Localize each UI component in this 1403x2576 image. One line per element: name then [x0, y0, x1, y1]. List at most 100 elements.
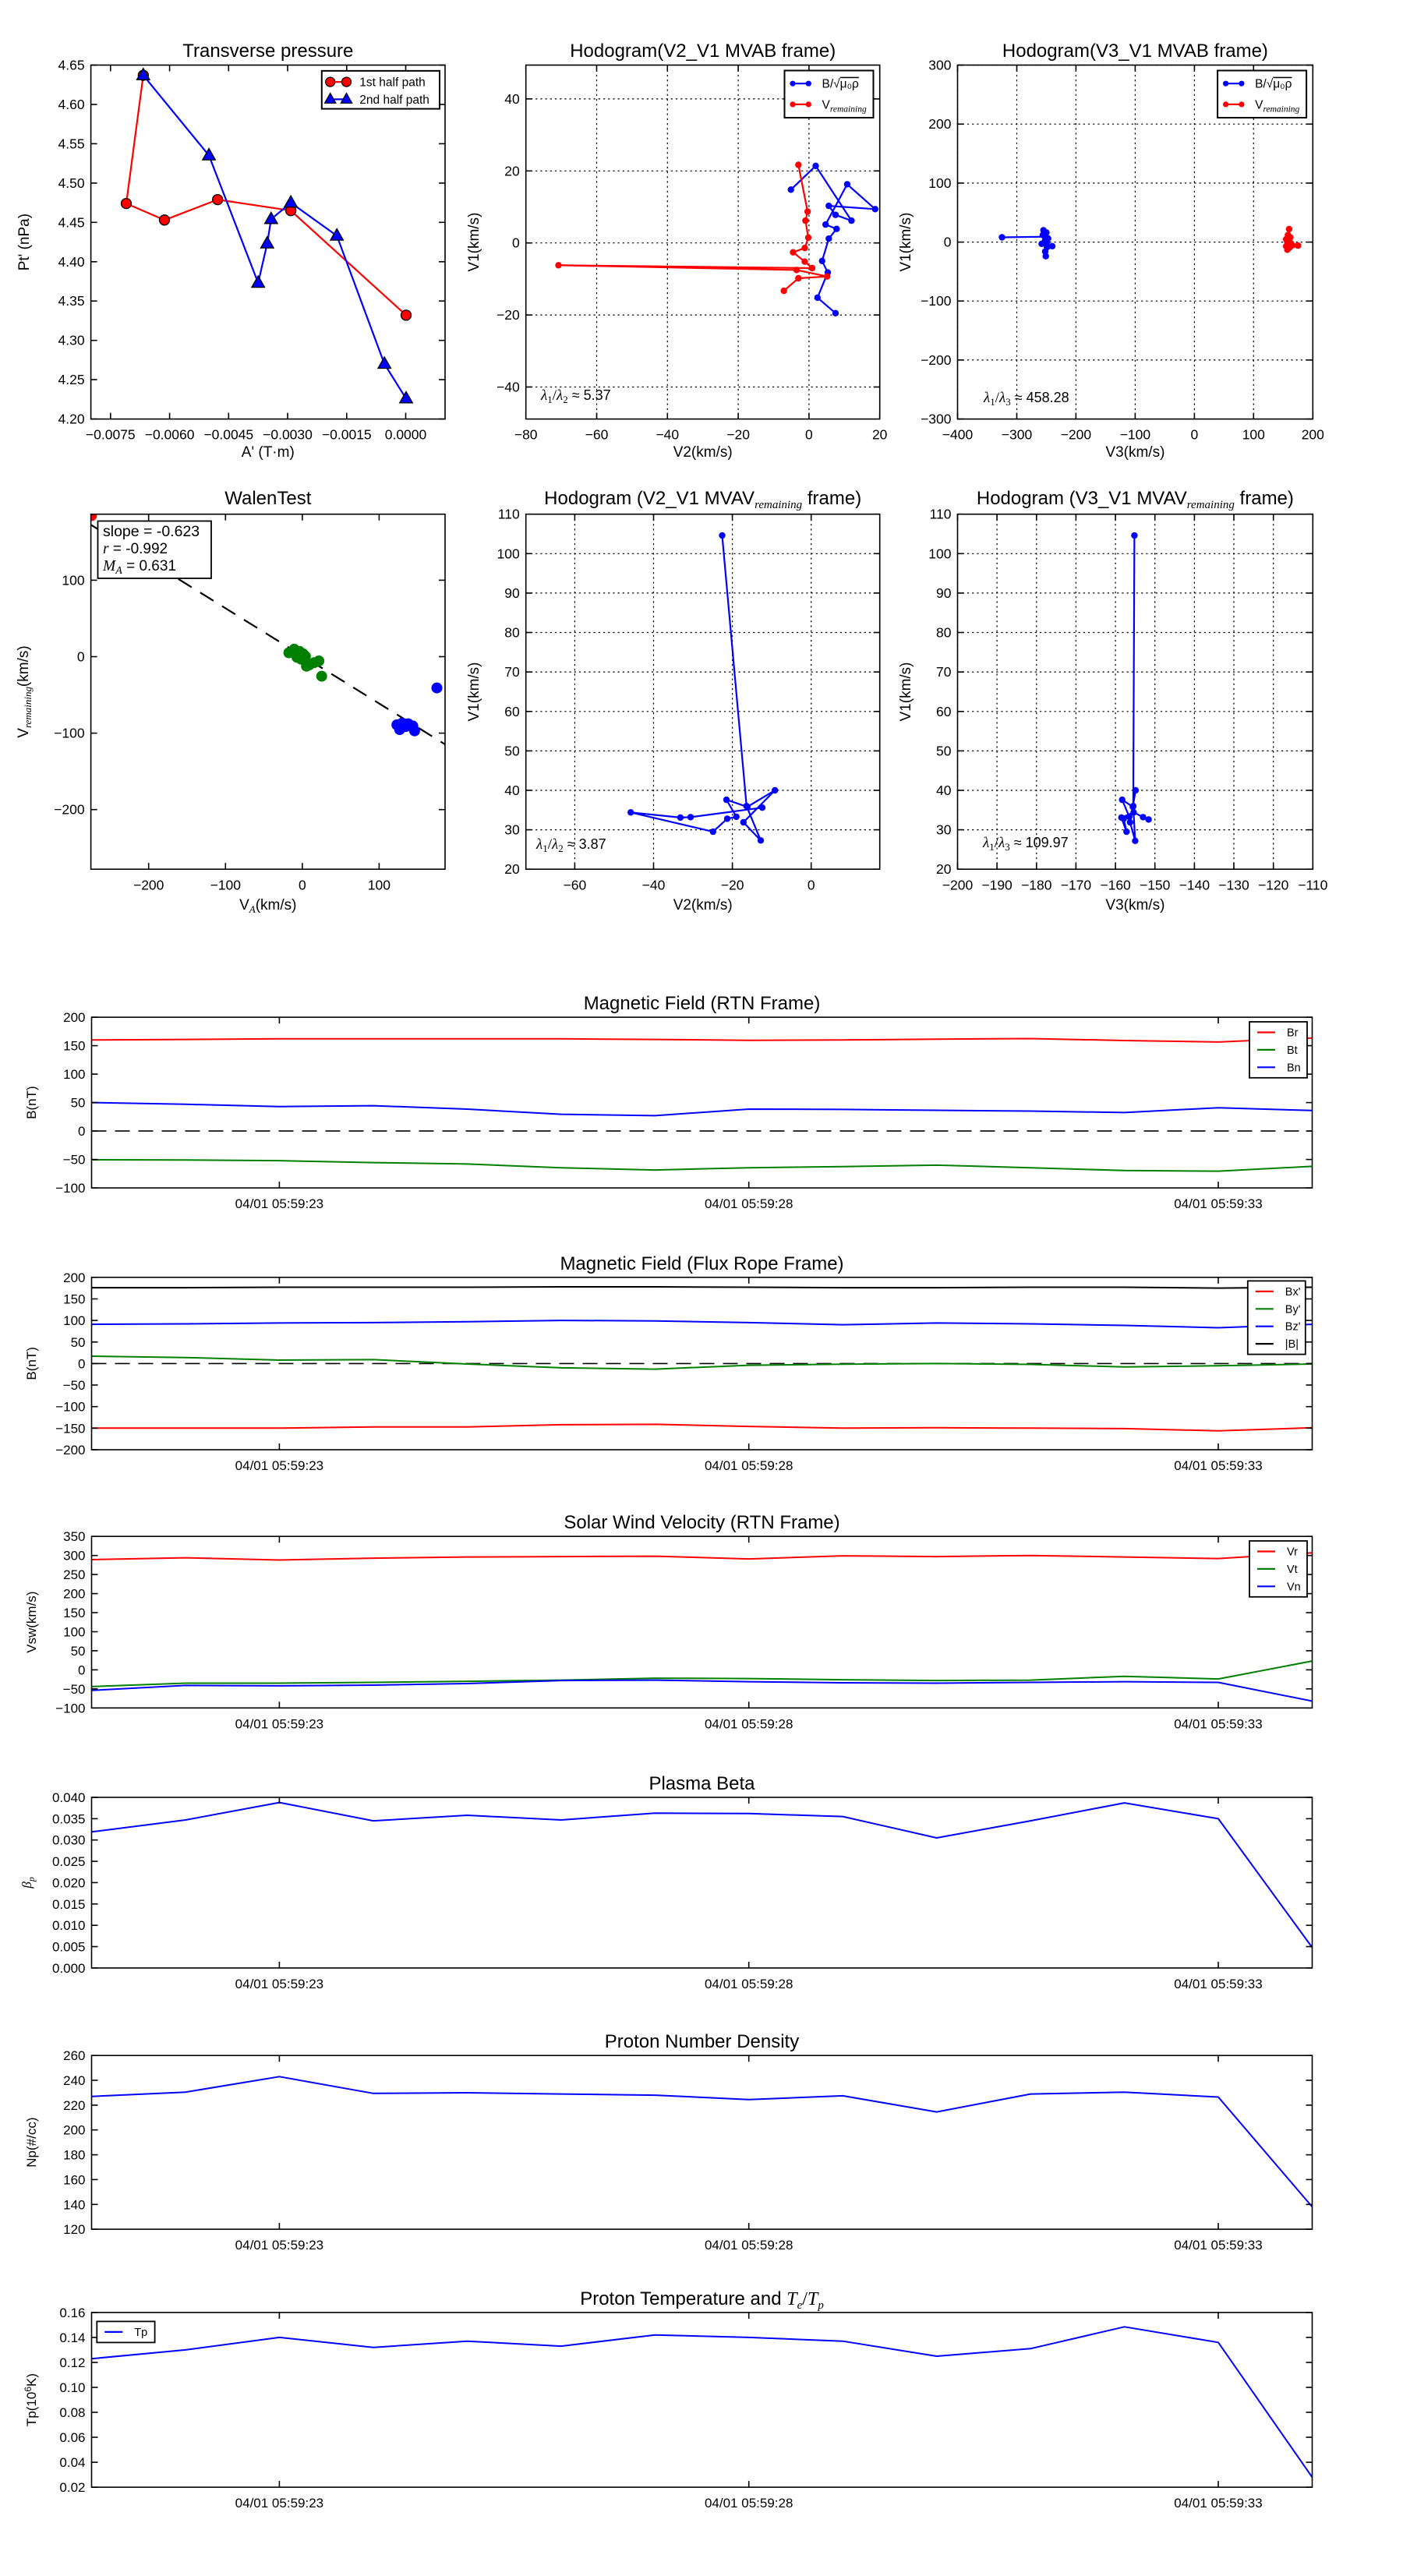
svg-text:−120: −120 — [1258, 878, 1289, 893]
svg-text:200: 200 — [63, 2123, 85, 2138]
svg-text:300: 300 — [928, 58, 951, 73]
svg-text:150: 150 — [63, 1606, 85, 1620]
svg-text:Hodogram(V3_V1 MVAB frame): Hodogram(V3_V1 MVAB frame) — [1002, 41, 1268, 62]
svg-text:04/01 05:59:28: 04/01 05:59:28 — [705, 1716, 793, 1731]
svg-text:−200: −200 — [55, 1443, 85, 1458]
svg-text:−50: −50 — [63, 1153, 86, 1168]
svg-text:30: 30 — [936, 822, 952, 838]
svg-text:0.030: 0.030 — [52, 1833, 86, 1848]
svg-text:0.10: 0.10 — [59, 2380, 85, 2395]
svg-text:0: 0 — [805, 427, 813, 443]
svg-text:04/01 05:59:28: 04/01 05:59:28 — [705, 1458, 793, 1473]
svg-text:4.60: 4.60 — [58, 97, 85, 112]
svg-text:30: 30 — [504, 822, 520, 838]
svg-text:04/01 05:59:23: 04/01 05:59:23 — [235, 1196, 323, 1211]
svg-text:−130: −130 — [1218, 878, 1249, 893]
svg-text:−200: −200 — [133, 878, 164, 893]
svg-text:04/01 05:59:33: 04/01 05:59:33 — [1174, 2238, 1262, 2253]
svg-text:0.12: 0.12 — [59, 2355, 85, 2370]
svg-text:0.06: 0.06 — [59, 2430, 85, 2445]
svg-text:90: 90 — [504, 585, 520, 601]
svg-text:Vn: Vn — [1287, 1581, 1301, 1593]
svg-text:0.08: 0.08 — [59, 2405, 85, 2420]
svg-text:A' (T·m): A' (T·m) — [242, 444, 295, 461]
svg-text:Plasma Beta: Plasma Beta — [648, 1773, 755, 1794]
svg-text:0: 0 — [808, 878, 815, 893]
svg-text:4.55: 4.55 — [58, 136, 85, 151]
svg-text:0.005: 0.005 — [52, 1940, 86, 1955]
svg-text:−20: −20 — [497, 307, 520, 323]
svg-text:−100: −100 — [55, 1400, 85, 1415]
svg-text:−20: −20 — [721, 878, 744, 893]
svg-text:−0.0045: −0.0045 — [203, 427, 253, 443]
svg-text:240: 240 — [63, 2073, 85, 2088]
svg-text:120: 120 — [63, 2222, 85, 2237]
svg-text:−100: −100 — [55, 1701, 85, 1716]
svg-text:150: 150 — [63, 1292, 85, 1307]
svg-text:70: 70 — [504, 664, 520, 680]
svg-text:0.14: 0.14 — [59, 2330, 85, 2345]
svg-text:−300: −300 — [921, 412, 952, 427]
svg-text:−200: −200 — [54, 802, 85, 818]
svg-text:Proton Temperature and Te/Tp: Proton Temperature and Te/Tp — [580, 2288, 824, 2312]
svg-text:04/01 05:59:23: 04/01 05:59:23 — [235, 1458, 323, 1473]
svg-text:0: 0 — [299, 878, 306, 893]
svg-text:−0.0030: −0.0030 — [263, 427, 313, 443]
svg-text:−150: −150 — [55, 1421, 85, 1436]
svg-text:90: 90 — [936, 585, 952, 601]
svg-text:150: 150 — [63, 1039, 85, 1054]
svg-text:V2(km/s): V2(km/s) — [673, 897, 733, 913]
svg-text:04/01 05:59:28: 04/01 05:59:28 — [705, 1977, 793, 1991]
svg-text:04/01 05:59:23: 04/01 05:59:23 — [235, 2496, 323, 2511]
svg-text:−200: −200 — [942, 878, 974, 893]
svg-text:200: 200 — [1302, 427, 1324, 443]
svg-text:0.010: 0.010 — [52, 1918, 86, 1933]
svg-text:V1(km/s): V1(km/s) — [898, 663, 914, 722]
svg-text:0.000: 0.000 — [52, 1961, 86, 1976]
svg-text:Np(#/cc): Np(#/cc) — [24, 2117, 39, 2167]
svg-text:−50: −50 — [63, 1682, 86, 1697]
svg-text:04/01 05:59:33: 04/01 05:59:33 — [1174, 1977, 1262, 1991]
svg-text:Vr: Vr — [1287, 1546, 1298, 1559]
svg-text:Pt' (nPa): Pt' (nPa) — [16, 214, 33, 270]
svg-text:−80: −80 — [514, 427, 538, 443]
svg-text:−200: −200 — [921, 352, 952, 368]
svg-text:−40: −40 — [497, 380, 520, 395]
svg-text:100: 100 — [497, 546, 519, 561]
svg-text:200: 200 — [63, 1270, 85, 1285]
svg-text:0: 0 — [1191, 427, 1199, 443]
svg-text:B/√μ₀ρ: B/√μ₀ρ — [1255, 78, 1292, 91]
svg-text:220: 220 — [63, 2098, 85, 2113]
svg-text:50: 50 — [71, 1644, 86, 1659]
svg-text:110: 110 — [930, 507, 952, 522]
svg-text:4.45: 4.45 — [58, 214, 85, 230]
svg-text:Transverse pressure: Transverse pressure — [182, 41, 353, 62]
svg-text:80: 80 — [936, 625, 952, 641]
svg-text:04/01 05:59:33: 04/01 05:59:33 — [1174, 2496, 1262, 2511]
svg-text:Bz': Bz' — [1285, 1321, 1301, 1334]
svg-text:V1(km/s): V1(km/s) — [898, 213, 914, 272]
svg-text:100: 100 — [63, 1625, 85, 1640]
svg-text:Tp(106K): Tp(106K) — [23, 2373, 39, 2426]
svg-text:0.025: 0.025 — [52, 1854, 86, 1869]
svg-text:4.40: 4.40 — [58, 254, 85, 270]
svg-text:−300: −300 — [1002, 427, 1033, 443]
svg-text:50: 50 — [936, 743, 952, 758]
svg-text:−160: −160 — [1100, 878, 1131, 893]
svg-text:200: 200 — [928, 116, 951, 132]
svg-text:4.25: 4.25 — [58, 372, 85, 387]
svg-text:40: 40 — [504, 783, 520, 798]
svg-text:100: 100 — [368, 878, 391, 893]
svg-text:300: 300 — [63, 1549, 85, 1564]
svg-text:−0.0075: −0.0075 — [86, 427, 136, 443]
svg-text:−40: −40 — [656, 427, 679, 443]
svg-text:V1(km/s): V1(km/s) — [466, 663, 482, 722]
svg-text:Br: Br — [1287, 1027, 1299, 1040]
svg-text:04/01 05:59:33: 04/01 05:59:33 — [1174, 1196, 1262, 1211]
svg-text:0.04: 0.04 — [59, 2455, 85, 2470]
svg-text:−60: −60 — [585, 427, 609, 443]
svg-text:0: 0 — [78, 1124, 85, 1139]
svg-text:350: 350 — [63, 1529, 85, 1544]
svg-text:04/01 05:59:33: 04/01 05:59:33 — [1174, 1716, 1262, 1731]
svg-text:−40: −40 — [642, 878, 666, 893]
